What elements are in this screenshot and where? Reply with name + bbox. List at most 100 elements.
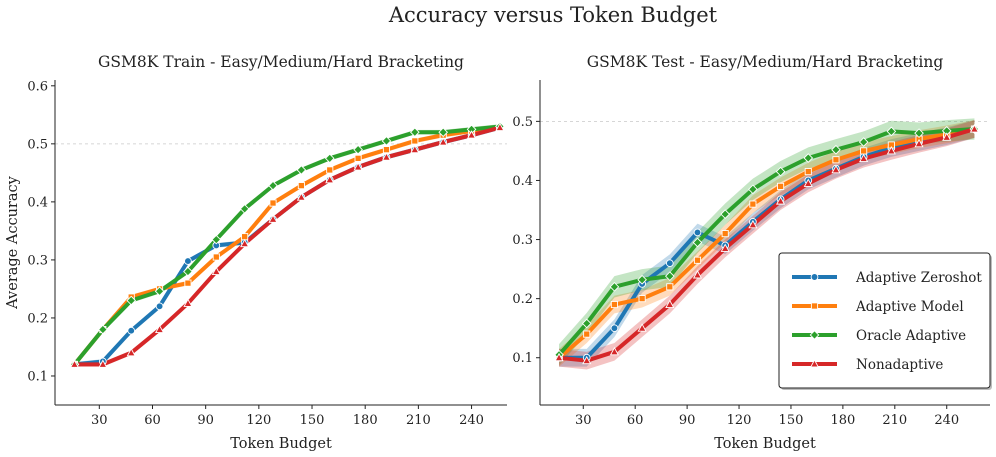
- data-point: [466, 130, 477, 139]
- series-line-adaptive-model: [557, 127, 977, 360]
- chart-title: GSM8K Train - Easy/Medium/Hard Bracketin…: [98, 53, 464, 71]
- x-tick-label: 180: [830, 413, 855, 428]
- data-point: [155, 324, 165, 334]
- data-point: [610, 324, 619, 333]
- series-line-nonadaptive: [557, 127, 977, 363]
- data-point: [127, 326, 136, 335]
- figure-title: Accuracy versus Token Budget: [388, 3, 718, 27]
- data-point: [914, 138, 924, 148]
- data-point: [886, 126, 897, 137]
- data-point: [211, 266, 221, 275]
- data-point: [381, 152, 392, 161]
- y-tick-label: 0.3: [512, 233, 533, 248]
- data-point: [831, 164, 841, 174]
- x-tick-label: 120: [246, 413, 271, 428]
- y-tick-label: 0.2: [27, 311, 48, 326]
- data-point: [664, 271, 675, 282]
- x-tick-label: 90: [679, 413, 696, 428]
- data-point: [776, 196, 786, 205]
- data-point: [126, 347, 136, 357]
- data-point: [324, 153, 335, 164]
- series-line-adaptive-model: [72, 125, 502, 367]
- x-tick-label: 180: [353, 413, 378, 428]
- data-point: [411, 137, 419, 145]
- data-point: [748, 184, 758, 195]
- data-point: [831, 144, 841, 155]
- data-point: [803, 153, 814, 163]
- x-tick-label: 60: [144, 413, 161, 428]
- legend-label: Nonadaptive: [856, 357, 943, 373]
- legend: [778, 252, 991, 389]
- data-point: [749, 200, 757, 208]
- data-point: [212, 253, 220, 261]
- y-tick-label: 0.1: [27, 369, 48, 384]
- data-point: [382, 146, 391, 154]
- series-line-oracle-adaptive: [72, 124, 502, 367]
- y-tick-label: 0.2: [512, 292, 533, 307]
- data-point: [354, 154, 362, 162]
- y-tick-label: 0.4: [27, 195, 48, 210]
- data-point: [154, 286, 165, 297]
- data-point: [609, 346, 619, 356]
- data-point: [720, 243, 730, 252]
- data-point: [637, 274, 647, 285]
- data-point: [184, 279, 192, 287]
- y-tick-label: 0.6: [27, 79, 48, 94]
- data-point: [748, 219, 758, 229]
- data-point: [858, 137, 869, 147]
- data-point: [155, 302, 164, 311]
- legend-label: Oracle Adaptive: [856, 328, 966, 344]
- legend-marker: [810, 302, 819, 310]
- data-point: [583, 330, 591, 338]
- x-tick-label: 90: [197, 413, 214, 428]
- data-point: [269, 199, 277, 207]
- data-point: [353, 144, 363, 155]
- x-tick-label: 210: [406, 413, 431, 428]
- x-tick-label: 30: [575, 413, 592, 428]
- data-point: [353, 162, 363, 171]
- chart-panel-1: GSM8K Train - Easy/Medium/Hard Bracketin…: [5, 53, 507, 452]
- data-point: [69, 359, 80, 368]
- data-point: [554, 352, 564, 362]
- data-point: [665, 259, 674, 268]
- data-point: [268, 214, 278, 223]
- data-point: [438, 137, 448, 146]
- data-point: [692, 237, 703, 248]
- x-tick-label: 240: [934, 413, 959, 428]
- confidence-band: [559, 120, 975, 367]
- data-point: [637, 323, 647, 332]
- data-point: [693, 256, 702, 264]
- y-axis-label: Average Accuracy: [5, 175, 21, 309]
- data-point: [183, 298, 193, 307]
- series-line-nonadaptive: [72, 125, 502, 367]
- x-tick-label: 150: [300, 413, 325, 428]
- x-tick-label: 30: [91, 413, 108, 428]
- x-tick-label: 210: [882, 413, 907, 428]
- data-point: [409, 127, 420, 138]
- data-point: [581, 318, 592, 329]
- data-point: [98, 359, 108, 368]
- x-axis-label: Token Budget: [714, 436, 816, 452]
- data-point: [381, 136, 392, 146]
- confidence-band: [559, 120, 975, 370]
- data-point: [184, 257, 192, 265]
- confidence-band: [74, 125, 500, 367]
- data-point: [296, 165, 307, 175]
- data-point: [666, 283, 674, 291]
- confidence-band: [74, 125, 500, 367]
- data-point: [693, 228, 702, 237]
- data-point: [410, 144, 420, 154]
- data-point: [239, 204, 250, 214]
- y-tick-label: 0.4: [512, 174, 533, 189]
- confidence-band: [74, 124, 500, 367]
- y-tick-label: 0.1: [512, 351, 533, 366]
- series-line-adaptive-zeroshot: [72, 125, 502, 367]
- y-tick-label: 0.3: [27, 253, 48, 268]
- data-point: [325, 174, 335, 184]
- data-point: [914, 128, 924, 139]
- x-tick-label: 240: [459, 413, 484, 428]
- data-point: [638, 295, 646, 303]
- data-point: [211, 234, 222, 245]
- x-tick-label: 150: [779, 413, 804, 428]
